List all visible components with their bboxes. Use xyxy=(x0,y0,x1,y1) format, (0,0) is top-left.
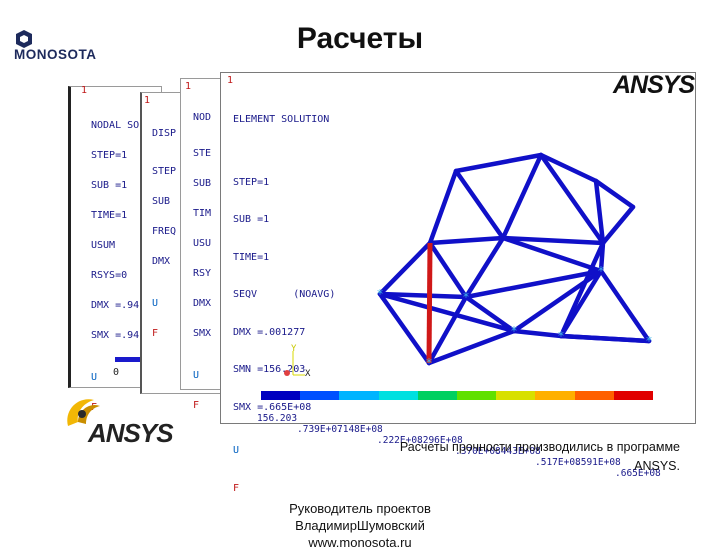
window-number: 1 xyxy=(185,81,192,92)
footer-role: Руководитель проектов xyxy=(289,501,431,516)
info-line: USUM xyxy=(91,240,116,251)
legend-label: .665E+08 xyxy=(615,468,661,479)
support-marker: * xyxy=(598,264,604,278)
window-info-text: DISP STEP SUB FREQ DMX U F xyxy=(152,109,176,359)
page-title: Расчеты xyxy=(296,22,424,55)
info-line: RSY xyxy=(193,268,212,279)
element-solution-info: ELEMENT SOLUTION STEP=1 SUB =1 TIME=1 SE… xyxy=(233,89,335,520)
info-line: DMX xyxy=(152,256,171,267)
triad-origin xyxy=(284,370,290,376)
support-marker: * xyxy=(463,290,469,304)
info-line: USU xyxy=(193,238,212,249)
legend-label: .591E+08 xyxy=(575,457,621,468)
info-line: STEP=1 xyxy=(233,176,270,188)
monosota-logo: MONOSOTA xyxy=(12,28,132,64)
info-line: SUB =1 xyxy=(233,214,270,225)
truss-model: * * * * * * * Y X xyxy=(284,152,652,379)
info-line: TIME=1 xyxy=(91,210,128,221)
legend-color-segment xyxy=(457,391,497,400)
support-marker: * xyxy=(511,324,517,338)
f-label: F xyxy=(193,400,200,411)
support-marker: * xyxy=(377,287,383,301)
info-line: NOD xyxy=(193,112,212,123)
legend-color-segment xyxy=(378,391,418,400)
legend-color-segment xyxy=(417,391,458,400)
info-line: SUB xyxy=(193,178,212,189)
legend-bottom-labels: .739E+07 .222E+08 .370E+08 .517E+08 .665… xyxy=(297,413,697,479)
legend-color-segment xyxy=(574,391,614,400)
info-line: DMX =.94 xyxy=(91,300,140,311)
info-line: SUB xyxy=(152,196,171,207)
element-solution-window: 1 ANSYS ELEMENT SOLUTION STEP=1 SUB =1 T… xyxy=(220,71,697,494)
info-line: STE xyxy=(193,148,212,159)
ansys-logo: ANSYS xyxy=(60,392,180,452)
support-marker: * xyxy=(426,356,432,370)
monosota-logo-text: MONOSOTA xyxy=(14,47,97,62)
legend-tick: 0 xyxy=(113,367,120,378)
legend-label: .148E+08 xyxy=(337,424,383,435)
caption-line: ANSYS. xyxy=(634,459,680,473)
info-line: DMX =.001277 xyxy=(233,326,306,338)
info-line: SMX =.665E+08 xyxy=(233,401,312,413)
info-line: SEQV (NOAVG) xyxy=(233,289,336,300)
stress-legend-bar xyxy=(261,391,654,400)
legend-top-labels: 156.203 .148E+08 .296E+08 .443E+08 .591E… xyxy=(257,402,697,468)
ansys-logo-text: ANSYS xyxy=(88,418,174,448)
u-label: U xyxy=(152,298,159,309)
u-label: U xyxy=(193,370,200,381)
max-stress-member xyxy=(426,242,433,364)
u-label: U xyxy=(233,445,240,456)
f-label: F xyxy=(233,482,240,494)
info-line: STEP xyxy=(152,166,177,177)
legend-color-segment xyxy=(339,391,379,400)
info-line: FREQ xyxy=(152,226,177,237)
caption-line: Расчеты прочности производились в програ… xyxy=(399,440,680,454)
info-line: SUB =1 xyxy=(91,180,128,191)
legend-color-segment xyxy=(496,391,536,400)
footer: Руководитель проектов ВладимирШумовский … xyxy=(0,500,720,551)
legend-label: .739E+07 xyxy=(297,424,343,435)
u-label: U xyxy=(91,372,98,383)
window-number: 1 xyxy=(81,85,88,96)
legend-color-segment xyxy=(261,391,301,400)
footer-name: ВладимирШумовский xyxy=(295,518,425,533)
window-info-text: NOD STE SUB TIM USU RSY DMX SMX U F xyxy=(193,93,217,431)
legend-color-segment xyxy=(300,391,340,400)
legend-color-segment xyxy=(535,391,575,400)
legend-color-segment xyxy=(613,391,654,400)
info-line: SMX =.94 xyxy=(91,330,140,341)
info-line: TIME=1 xyxy=(233,251,270,263)
info-line: NODAL SO xyxy=(91,120,140,131)
window-number: 1 xyxy=(144,95,151,106)
ansys-brand-text: ANSYS xyxy=(613,71,695,99)
legend-label: .517E+08 xyxy=(535,457,581,468)
support-marker: * xyxy=(558,329,564,343)
window-info-text: NODAL SO STEP=1 SUB =1 TIME=1 USUM RSYS=… xyxy=(91,101,139,433)
window-number: 1 xyxy=(227,75,234,86)
info-line: DMX xyxy=(193,298,212,309)
axis-y-label: Y xyxy=(291,344,297,354)
axis-x-label: X xyxy=(305,369,311,379)
support-marker: * xyxy=(646,334,652,348)
info-line: SMX xyxy=(193,328,212,339)
info-line: TIM xyxy=(193,208,212,219)
caption: Расчеты прочности производились в програ… xyxy=(300,438,680,476)
legend-label: 156.203 xyxy=(257,413,298,424)
ansys-window-brand: ANSYS xyxy=(613,71,695,100)
info-line: SMN =156.203 xyxy=(233,364,306,375)
legend-label: .296E+08 xyxy=(417,435,463,446)
legend-label: .222E+08 xyxy=(377,435,423,446)
legend-label: .370E+08 xyxy=(455,446,501,457)
footer-website[interactable]: www.monosota.ru xyxy=(308,535,412,550)
info-line: RSYS=0 xyxy=(91,270,128,281)
info-line: STEP=1 xyxy=(91,150,128,161)
monosota-logo-graphic: MONOSOTA xyxy=(14,30,97,62)
legend-label: .443E+08 xyxy=(495,446,541,457)
ansys-logo-graphic xyxy=(67,399,100,426)
legend-strip xyxy=(115,357,145,362)
f-label: F xyxy=(152,328,159,339)
info-line: ELEMENT SOLUTION xyxy=(233,114,330,125)
info-line: DISP xyxy=(152,128,177,139)
